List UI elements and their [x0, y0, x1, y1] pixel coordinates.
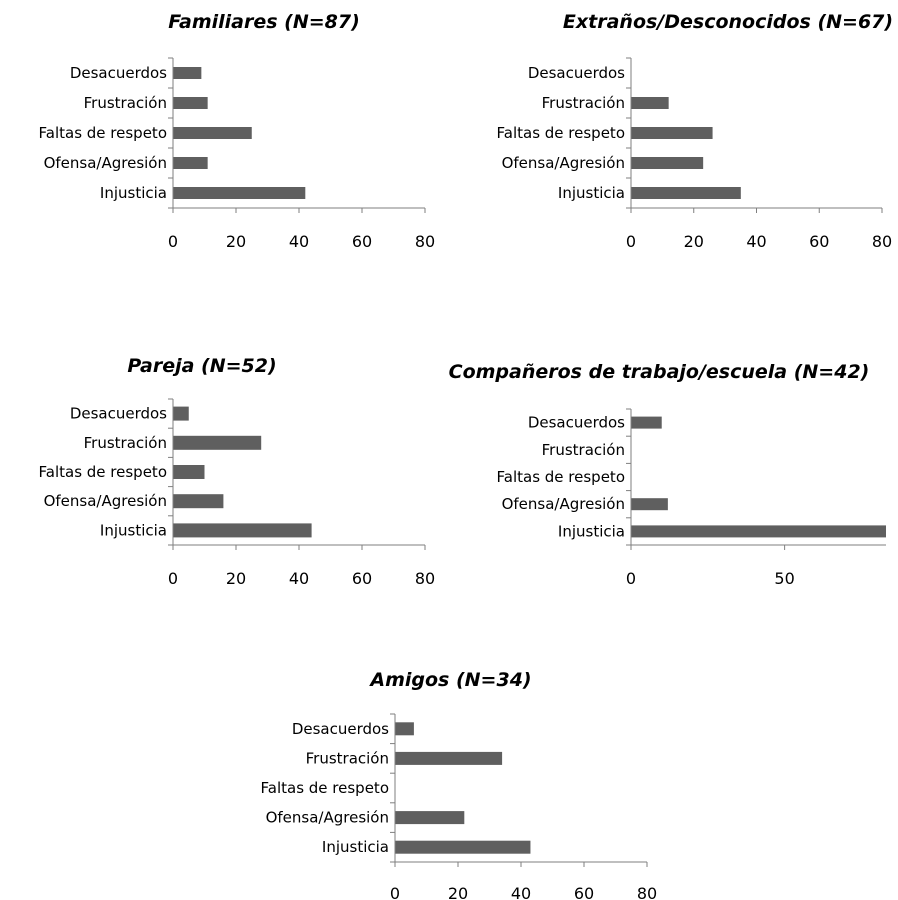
familiares-category-label: Desacuerdos [70, 64, 167, 82]
pareja-bar [173, 465, 205, 479]
companeros-category-label: Faltas de respeto [497, 468, 625, 486]
companeros-bar [631, 498, 668, 511]
extranos-bar [631, 127, 713, 139]
pareja-x-tick-label: 20 [226, 569, 246, 588]
extranos-chart-title: Extraños/Desconocidos (N=67) [563, 11, 893, 33]
pareja-category-label: Desacuerdos [70, 405, 167, 423]
extranos-category-label: Frustración [542, 94, 625, 112]
pareja-x-tick-label: 40 [289, 569, 309, 588]
companeros-bar [631, 416, 662, 429]
extranos-category-label: Desacuerdos [528, 64, 625, 82]
amigos-chart: Amigos (N=34) Desacuerdos Frustración Falta… [261, 669, 658, 900]
pareja-bar [173, 406, 189, 421]
amigos-category-label: Injusticia [322, 838, 389, 856]
companeros-x-tick-label: 0 [626, 569, 636, 588]
amigos-category-label: Desacuerdos [292, 720, 389, 738]
pareja-chart: Pareja (N=52) Desacuerdos Frustración Falta… [39, 355, 436, 588]
pareja-bar [173, 494, 224, 509]
familiares-category-label: Faltas de respeto [39, 124, 167, 142]
extranos-category-label: Faltas de respeto [497, 124, 625, 142]
extranos-category-label: Ofensa/Agresión [502, 154, 625, 172]
companeros-x-tick-label: 50 [774, 569, 794, 588]
familiares-chart-title: Familiares (N=87) [168, 11, 360, 33]
familiares-bar [173, 187, 306, 199]
amigos-x-tick-label: 0 [390, 884, 400, 900]
extranos-x-tick-label: 20 [684, 232, 704, 251]
companeros-category-label: Frustración [542, 441, 625, 459]
pareja-chart-title: Pareja (N=52) [127, 355, 276, 377]
pareja-bar [173, 523, 312, 538]
amigos-x-tick-label: 60 [574, 884, 594, 900]
extranos-x-tick-label: 0 [626, 232, 636, 251]
amigos-x-tick-label: 20 [448, 884, 468, 900]
amigos-chart-title: Amigos (N=34) [368, 669, 531, 691]
amigos-x-tick-label: 80 [637, 884, 657, 900]
extranos-x-tick-label: 60 [809, 232, 829, 251]
familiares-chart: Familiares (N=87) Desacuerdos Frustración F… [39, 11, 436, 251]
companeros-category-label: Ofensa/Agresión [502, 495, 625, 513]
pareja-x-tick-label: 80 [415, 569, 435, 588]
familiares-category-label: Frustración [84, 94, 167, 112]
extranos-bar [631, 157, 704, 169]
amigos-bar [395, 840, 531, 854]
amigos-x-tick-label: 40 [511, 884, 531, 900]
amigos-bar [395, 811, 465, 825]
extranos-bar [631, 187, 741, 199]
extranos-x-tick-label: 40 [746, 232, 766, 251]
companeros-chart: Compañeros de trabajo/escuela (N=42) Desa… [449, 361, 886, 588]
pareja-x-tick-label: 60 [352, 569, 372, 588]
pareja-category-label: Frustración [84, 434, 167, 452]
pareja-category-label: Faltas de respeto [39, 463, 167, 481]
familiares-category-label: Injusticia [100, 184, 167, 202]
companeros-category-label: Injusticia [558, 522, 625, 540]
amigos-category-label: Faltas de respeto [261, 779, 389, 797]
familiares-bar [173, 67, 202, 79]
pareja-category-label: Injusticia [100, 521, 167, 539]
familiares-bar [173, 97, 208, 109]
familiares-x-tick-label: 20 [226, 232, 246, 251]
pareja-bar [173, 435, 262, 450]
pareja-category-label: Ofensa/Agresión [44, 492, 167, 510]
pareja-x-tick-label: 0 [168, 569, 178, 588]
familiares-category-label: Ofensa/Agresión [44, 154, 167, 172]
extranos-x-tick-label: 80 [872, 232, 892, 251]
companeros-bar [631, 525, 886, 538]
amigos-bar [395, 751, 503, 765]
amigos-category-label: Ofensa/Agresión [266, 809, 389, 827]
amigos-bar [395, 722, 414, 736]
companeros-chart-title: Compañeros de trabajo/escuela (N=42) [449, 361, 870, 383]
familiares-x-tick-label: 0 [168, 232, 178, 251]
familiares-bar [173, 157, 208, 169]
companeros-category-label: Desacuerdos [528, 414, 625, 432]
extranos-chart: Extraños/Desconocidos (N=67) Desacuerdos F… [497, 11, 894, 251]
familiares-x-tick-label: 80 [415, 232, 435, 251]
extranos-bar [631, 97, 669, 109]
amigos-category-label: Frustración [306, 749, 389, 767]
extranos-category-label: Injusticia [558, 184, 625, 202]
familiares-bar [173, 127, 252, 139]
familiares-x-tick-label: 60 [352, 232, 372, 251]
familiares-x-tick-label: 40 [289, 232, 309, 251]
